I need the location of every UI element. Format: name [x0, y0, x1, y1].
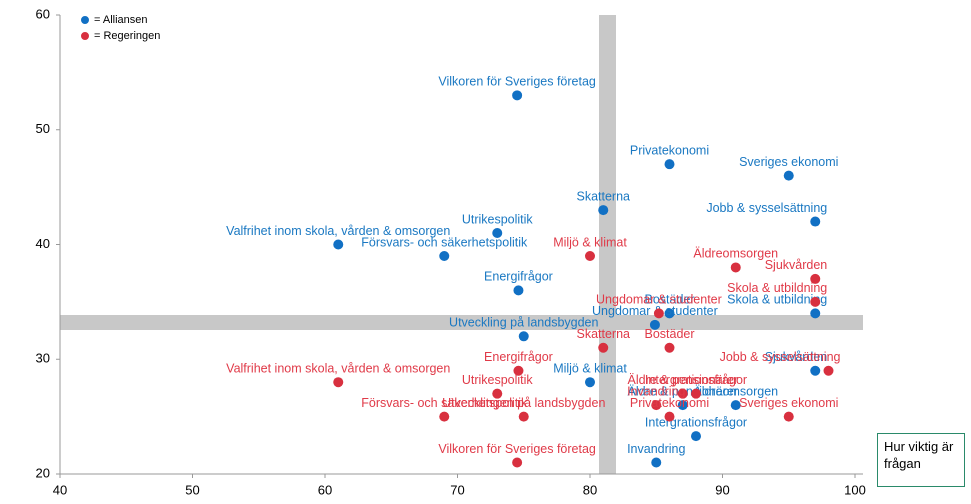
- reference-band: [599, 15, 616, 474]
- legend-marker: [80, 15, 90, 25]
- point-label: Miljö & klimat: [553, 361, 627, 375]
- y-tick-label: 50: [36, 121, 50, 136]
- point-label: Försvars- och säkerhetspolitik: [361, 396, 528, 410]
- annotation: Hur viktig är frågan: [877, 433, 965, 487]
- point-label: Skola & utbildning: [727, 293, 827, 307]
- point-label: Sjukvården: [765, 350, 828, 364]
- y-tick-label: 40: [36, 236, 50, 251]
- point-label: Försvars- och säkerhetspolitik: [361, 235, 528, 249]
- point-label: Sjukvården: [765, 258, 828, 272]
- point: [585, 250, 595, 261]
- x-tick-label: 40: [53, 482, 67, 497]
- point: [783, 411, 794, 422]
- point: [512, 90, 523, 101]
- point: [810, 308, 821, 319]
- point: [653, 308, 664, 319]
- point: [513, 365, 524, 376]
- point: [810, 216, 821, 227]
- point: [439, 411, 450, 422]
- point-label: Miljö & klimat: [553, 235, 627, 249]
- point: [651, 400, 662, 411]
- point-label: Vilkoren för Sveriges företag: [438, 442, 596, 456]
- point-label: Bostäder: [644, 293, 694, 307]
- point-label: Jobb & sysselsättning: [720, 350, 841, 364]
- point-label: Valfrihet inom skola, vården & omsorgen: [226, 224, 450, 238]
- point-label: Invandring: [627, 442, 685, 456]
- point-label: Jobb & sysselsättning: [706, 201, 827, 215]
- point-label: Utvecklingen på landsbygden: [442, 396, 605, 410]
- y-tick-label: 30: [36, 351, 50, 366]
- point-label: Sveriges ekonomi: [739, 396, 838, 410]
- point-label: Vilkoren för Sveriges företag: [438, 75, 596, 89]
- point: [810, 365, 821, 376]
- point: [649, 319, 660, 330]
- x-tick-label: 70: [450, 482, 464, 497]
- legend-label: = Alliansen: [94, 14, 148, 26]
- point: [664, 411, 675, 422]
- point: [598, 342, 609, 353]
- point: [691, 388, 701, 399]
- point: [664, 342, 675, 353]
- point: [598, 205, 609, 216]
- x-tick-label: 50: [185, 482, 199, 497]
- point: [677, 400, 688, 411]
- point: [677, 388, 688, 399]
- point: [664, 308, 675, 319]
- point: [730, 262, 741, 273]
- point: [512, 457, 523, 468]
- point: [783, 170, 794, 181]
- x-tick-label: 90: [715, 482, 729, 497]
- x-tick-label: 60: [318, 482, 332, 497]
- point: [518, 411, 529, 422]
- point: [810, 296, 821, 307]
- point-label: Äldre & pensionärer: [628, 373, 738, 387]
- point-label: Skatterna: [576, 327, 630, 341]
- point-label: Energifrågor: [484, 350, 553, 364]
- point: [513, 285, 524, 296]
- point-label: Skola & utbildning: [727, 281, 827, 295]
- point-label: Invandring: [627, 384, 685, 398]
- reference-band: [60, 315, 863, 330]
- legend-marker: [80, 31, 90, 41]
- point-label: Ungdomar & studenter: [596, 293, 722, 307]
- point-label: Bostäder: [644, 327, 694, 341]
- point: [333, 377, 344, 388]
- point: [518, 331, 529, 342]
- point-label: Utrikespolitik: [462, 373, 534, 387]
- point-label: Äldreomsorgen: [693, 384, 778, 398]
- legend-label: = Regeringen: [94, 30, 160, 42]
- point: [730, 400, 741, 411]
- point-label: Intergrationsfrågor: [645, 373, 747, 387]
- point-label: Utveckling på landsbygden: [449, 316, 598, 330]
- point-label: Intergrationsfrågor: [645, 415, 747, 429]
- x-tick-label: 100: [844, 482, 866, 497]
- point-label: Valfrihet inom skola, vården & omsorgen: [226, 361, 450, 375]
- y-tick-label: 60: [36, 6, 50, 21]
- point: [492, 228, 503, 239]
- point-label: Skatterna: [576, 189, 630, 203]
- point: [810, 273, 821, 284]
- point-label: Utrikespolitik: [462, 212, 534, 226]
- point-label: Privatekonomi: [630, 143, 709, 157]
- point: [585, 377, 595, 388]
- point: [664, 159, 675, 170]
- point-label: Energifrågor: [484, 270, 553, 284]
- point: [492, 388, 503, 399]
- point: [823, 365, 834, 376]
- x-tick-label: 80: [583, 482, 597, 497]
- point: [439, 250, 450, 261]
- point: [333, 239, 344, 250]
- y-tick-label: 20: [36, 465, 50, 480]
- point: [651, 457, 662, 468]
- point: [691, 431, 701, 442]
- point-label: Äldreomsorgen: [693, 247, 778, 261]
- point-label: Privatekonomi: [630, 396, 709, 410]
- point-label: Sveriges ekonomi: [739, 155, 838, 169]
